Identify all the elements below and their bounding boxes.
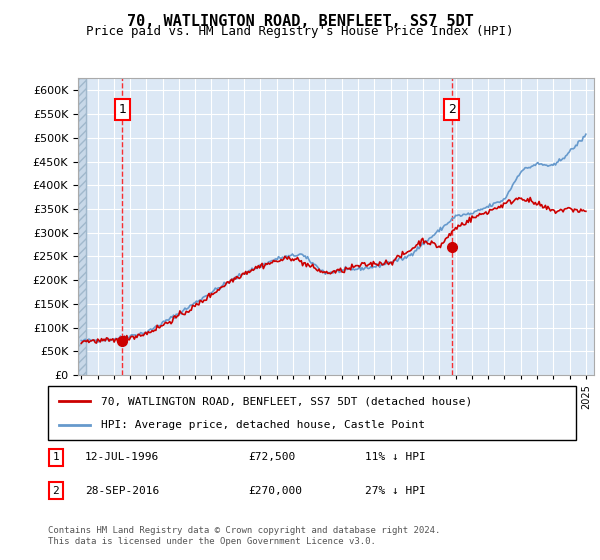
Text: £72,500: £72,500 [248, 452, 296, 462]
Text: 70, WATLINGTON ROAD, BENFLEET, SS7 5DT: 70, WATLINGTON ROAD, BENFLEET, SS7 5DT [127, 14, 473, 29]
Text: 70, WATLINGTON ROAD, BENFLEET, SS7 5DT (detached house): 70, WATLINGTON ROAD, BENFLEET, SS7 5DT (… [101, 396, 472, 407]
Text: HPI: Average price, detached house, Castle Point: HPI: Average price, detached house, Cast… [101, 419, 425, 430]
Bar [78, 78, 86, 375]
Text: Contains HM Land Registry data © Crown copyright and database right 2024.
This d: Contains HM Land Registry data © Crown c… [48, 526, 440, 546]
Text: 2: 2 [53, 486, 59, 496]
FancyBboxPatch shape [48, 386, 576, 440]
Text: 11% ↓ HPI: 11% ↓ HPI [365, 452, 425, 462]
Text: 27% ↓ HPI: 27% ↓ HPI [365, 486, 425, 496]
Text: Price paid vs. HM Land Registry's House Price Index (HPI): Price paid vs. HM Land Registry's House … [86, 25, 514, 38]
Text: 28-SEP-2016: 28-SEP-2016 [85, 486, 159, 496]
Text: 12-JUL-1996: 12-JUL-1996 [85, 452, 159, 462]
Polygon shape [78, 78, 86, 375]
Text: 1: 1 [53, 452, 59, 462]
Text: 1: 1 [119, 103, 127, 116]
Text: 2: 2 [448, 103, 455, 116]
Text: £270,000: £270,000 [248, 486, 302, 496]
